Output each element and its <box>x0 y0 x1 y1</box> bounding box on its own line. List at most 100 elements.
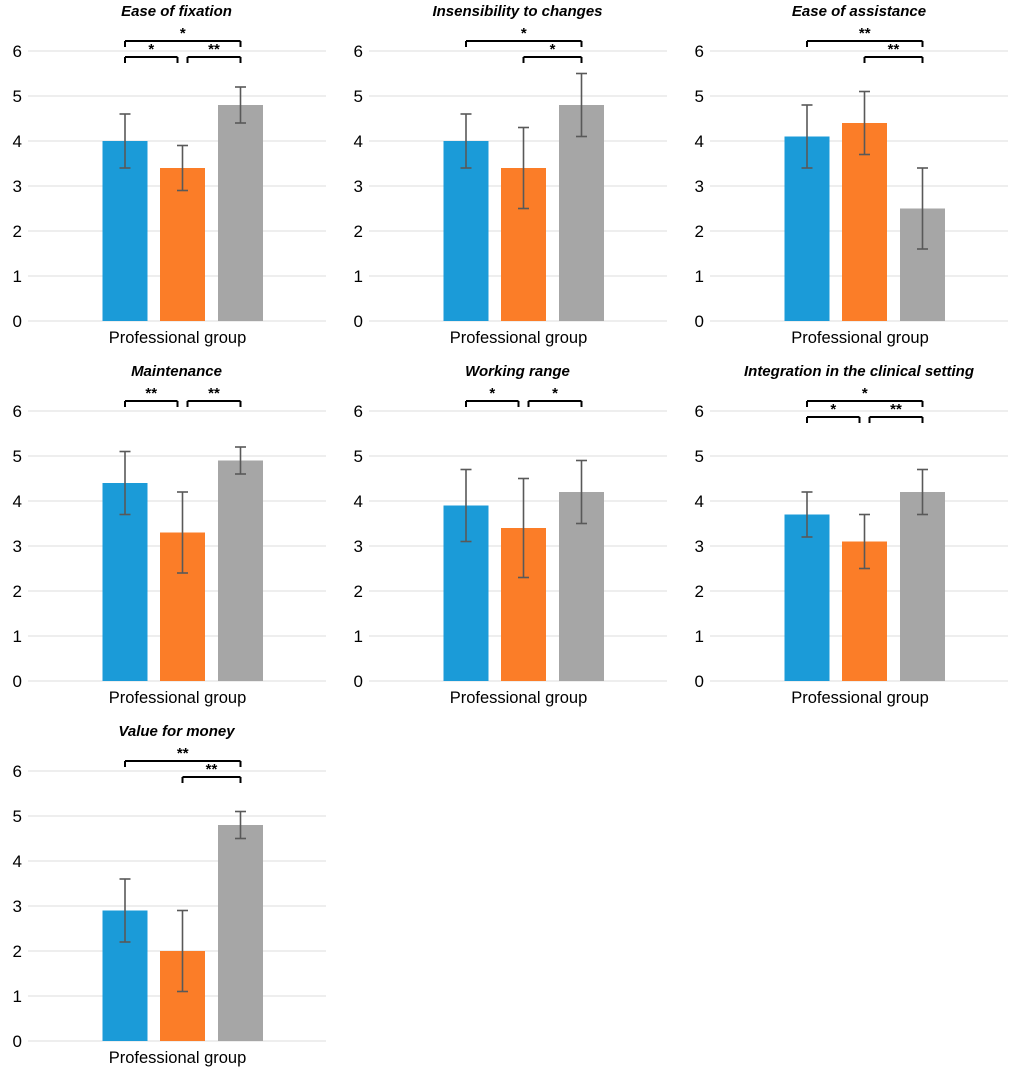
error-bar <box>917 167 928 250</box>
chart-working-range: 0 1 2 3 4 5 6 * * Working range Professional gro… <box>341 360 682 720</box>
y-tick-label: 6 <box>354 42 363 61</box>
y-tick-label: 0 <box>13 672 22 691</box>
y-tick-label: 5 <box>354 447 363 466</box>
y-tick-label: 1 <box>13 627 22 646</box>
significance-label: * <box>550 41 556 58</box>
error-bar <box>576 459 587 525</box>
error-bar <box>518 477 529 579</box>
y-tick-label: 6 <box>695 402 704 421</box>
significance-bracket <box>806 40 924 47</box>
error-bar <box>119 450 131 516</box>
y-tick-label: 2 <box>13 222 22 241</box>
plot-svg: 0 1 2 3 4 5 6 * * <box>354 25 667 331</box>
significance-bracket <box>522 56 583 63</box>
y-tick-label: 4 <box>695 132 704 151</box>
significance-label: * <box>830 401 836 418</box>
plot-area: 0 1 2 3 4 5 6 * * <box>341 360 682 720</box>
plot-svg: 0 1 2 3 4 5 6 * * <box>354 385 667 691</box>
y-tick-label: 1 <box>695 627 704 646</box>
significance-bracket <box>868 416 924 423</box>
error-bar <box>518 126 529 210</box>
significance-label: ** <box>890 401 902 418</box>
bar <box>443 141 489 321</box>
error-bar <box>460 113 472 169</box>
y-tick-label: 4 <box>354 492 363 511</box>
chart-title: Maintenance <box>131 363 222 380</box>
significance-bracket <box>465 40 583 47</box>
y-tick-label: 1 <box>695 267 704 286</box>
y-tick-label: 4 <box>695 492 704 511</box>
error-bar <box>859 513 870 570</box>
error-bar <box>917 468 928 516</box>
plot-area: 0 1 2 3 4 5 6 * * <box>341 0 682 360</box>
bar <box>900 492 945 681</box>
significance-label: * <box>552 385 558 402</box>
y-tick-label: 3 <box>13 897 22 916</box>
y-tick-label: 6 <box>13 42 22 61</box>
y-tick-label: 5 <box>695 447 704 466</box>
significance-bracket <box>806 400 924 407</box>
chart-ease-of-assistance: 0 1 2 3 4 5 6 ** ** Ease of assistance Professio… <box>682 0 1024 360</box>
error-bar <box>119 878 131 943</box>
y-tick-label: 3 <box>13 177 22 196</box>
y-tick-label: 4 <box>13 492 22 511</box>
significance-bracket <box>124 760 242 767</box>
significance-label: * <box>521 25 527 42</box>
bar <box>218 105 263 321</box>
chart-ease-of-fixation: 0 1 2 3 4 5 6 * * ** Ease of fixation Professiona… <box>0 0 341 360</box>
chart-title: Value for money <box>118 723 235 740</box>
error-bar <box>859 90 870 156</box>
y-tick-label: 2 <box>354 222 363 241</box>
x-axis-label: Professional group <box>108 689 247 707</box>
bar <box>160 168 205 321</box>
bar <box>218 460 263 681</box>
error-bar <box>235 810 246 840</box>
error-bar <box>460 468 472 543</box>
chart-title: Ease of fixation <box>121 3 232 20</box>
y-tick-label: 4 <box>13 132 22 151</box>
bar <box>842 123 887 321</box>
significance-bracket <box>806 416 861 423</box>
chart-title: Working range <box>465 363 570 380</box>
y-tick-label: 2 <box>13 942 22 961</box>
x-axis-label: Professional group <box>449 689 588 707</box>
y-tick-label: 6 <box>13 402 22 421</box>
significance-label: * <box>862 385 868 402</box>
y-tick-label: 3 <box>695 177 704 196</box>
y-tick-label: 6 <box>695 42 704 61</box>
y-tick-label: 0 <box>695 312 704 331</box>
error-bar <box>119 113 131 169</box>
significance-bracket <box>465 400 520 407</box>
y-tick-label: 0 <box>13 312 22 331</box>
significance-bracket <box>863 56 924 63</box>
y-tick-label: 3 <box>695 537 704 556</box>
chart-value-for-money: 0 1 2 3 4 5 6 ** ** Value for money Professional… <box>0 720 341 1074</box>
bar <box>784 514 830 681</box>
significance-label: ** <box>208 41 220 58</box>
x-axis-label: Professional group <box>449 329 588 347</box>
y-tick-label: 2 <box>13 582 22 601</box>
error-bar <box>177 144 188 192</box>
chart-insensibility-to-changes: 0 1 2 3 4 5 6 * * Insensibility to changes Profe… <box>341 0 682 360</box>
significance-label: * <box>180 25 186 42</box>
chart-maintenance: 0 1 2 3 4 5 6 ** ** Maintenance Professional gro… <box>0 360 341 720</box>
x-axis-label: Professional group <box>108 329 247 347</box>
error-bar <box>576 72 587 138</box>
significance-label: * <box>489 385 495 402</box>
x-axis-label: Professional group <box>791 689 929 707</box>
significance-label: ** <box>888 41 900 58</box>
bar <box>102 483 148 681</box>
y-tick-label: 3 <box>354 537 363 556</box>
y-tick-label: 5 <box>13 447 22 466</box>
x-axis-label: Professional group <box>791 329 929 347</box>
y-tick-label: 1 <box>13 267 22 286</box>
y-tick-label: 3 <box>354 177 363 196</box>
